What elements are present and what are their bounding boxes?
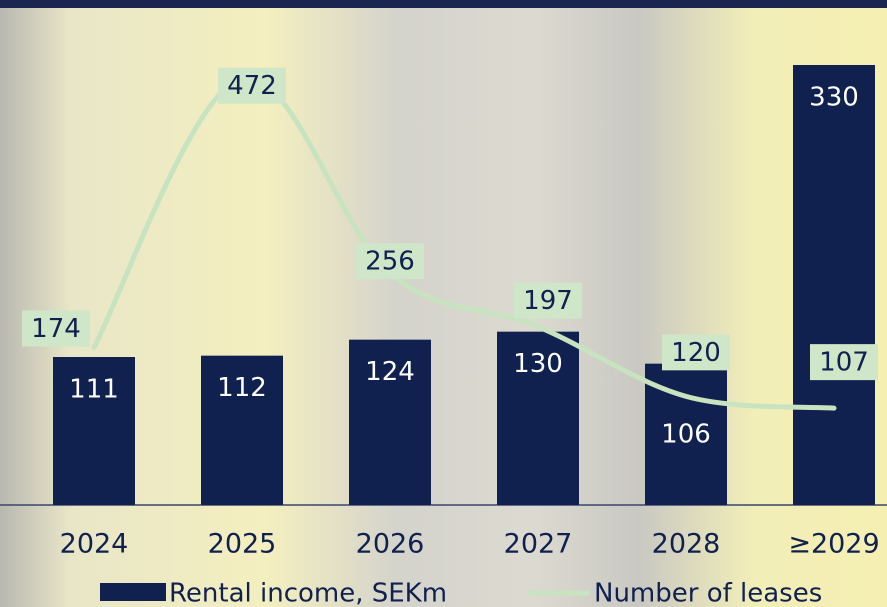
x-tick-label: 2026 bbox=[356, 529, 425, 560]
bar bbox=[349, 339, 431, 505]
line-label-box bbox=[810, 344, 878, 381]
line-value-label: 107 bbox=[819, 348, 869, 378]
x-tick-label: 2024 bbox=[60, 529, 129, 560]
x-tick-label: 2027 bbox=[504, 529, 573, 560]
line-label-box bbox=[662, 334, 730, 371]
bar bbox=[497, 331, 579, 505]
x-tick-label: ≥2029 bbox=[788, 529, 879, 560]
line-label-box bbox=[514, 282, 582, 319]
top-band bbox=[0, 0, 887, 8]
bar-value-label: 112 bbox=[217, 373, 267, 403]
line-label-box bbox=[22, 310, 90, 347]
x-tick-label: 2028 bbox=[652, 529, 721, 560]
bar-value-label: 106 bbox=[661, 420, 711, 450]
legend-label: Rental income, SEKm bbox=[169, 579, 447, 607]
line-value-label: 174 bbox=[31, 314, 81, 344]
line-label-box bbox=[218, 67, 286, 104]
line-value-label: 197 bbox=[523, 286, 573, 316]
line-value-label: 120 bbox=[671, 338, 721, 368]
legend-label: Number of leases bbox=[594, 579, 822, 607]
x-tick-label: 2025 bbox=[208, 529, 277, 560]
legend-swatch bbox=[100, 583, 166, 601]
bar-value-label: 330 bbox=[809, 83, 859, 113]
bar bbox=[201, 355, 283, 505]
bar bbox=[53, 357, 135, 505]
line-value-label: 256 bbox=[365, 247, 415, 277]
line bbox=[91, 74, 837, 411]
bar-value-label: 130 bbox=[513, 349, 563, 379]
line-label-box bbox=[356, 243, 424, 280]
bar-value-label: 111 bbox=[69, 375, 119, 405]
bar-value-label: 124 bbox=[365, 357, 415, 387]
bar bbox=[793, 65, 875, 505]
line-value-label: 472 bbox=[227, 71, 277, 101]
